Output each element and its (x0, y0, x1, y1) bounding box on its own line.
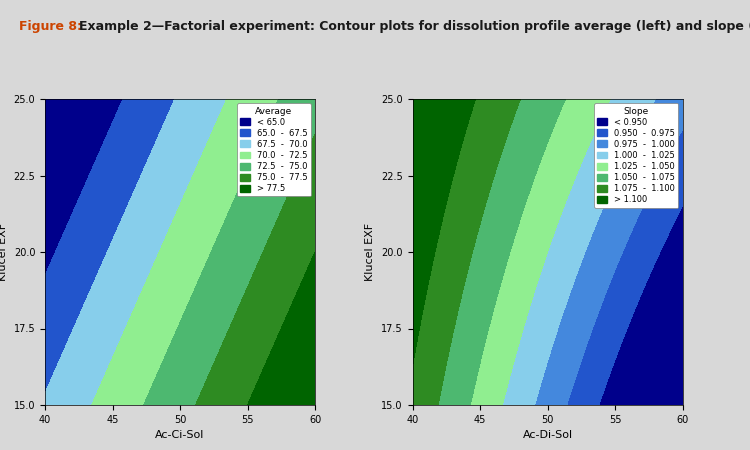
Text: Figure 8:: Figure 8: (19, 20, 82, 33)
Y-axis label: Klucel EXF: Klucel EXF (365, 223, 376, 281)
Legend: < 65.0, 65.0  -  67.5, 67.5  -  70.0, 70.0  -  72.5, 72.5  -  75.0, 75.0  -  77.: < 65.0, 65.0 - 67.5, 67.5 - 70.0, 70.0 -… (237, 103, 310, 196)
Y-axis label: Klucel EXF: Klucel EXF (0, 223, 8, 281)
X-axis label: Ac-Di-Sol: Ac-Di-Sol (523, 430, 572, 440)
Text: Example 2—Factorial experiment: Contour plots for dissolution profile average (l: Example 2—Factorial experiment: Contour … (79, 20, 750, 33)
X-axis label: Ac-Ci-Sol: Ac-Ci-Sol (155, 430, 205, 440)
Legend: < 0.950, 0.950  -  0.975, 0.975  -  1.000, 1.000  -  1.025, 1.025  -  1.050, 1.0: < 0.950, 0.950 - 0.975, 0.975 - 1.000, 1… (594, 103, 678, 207)
